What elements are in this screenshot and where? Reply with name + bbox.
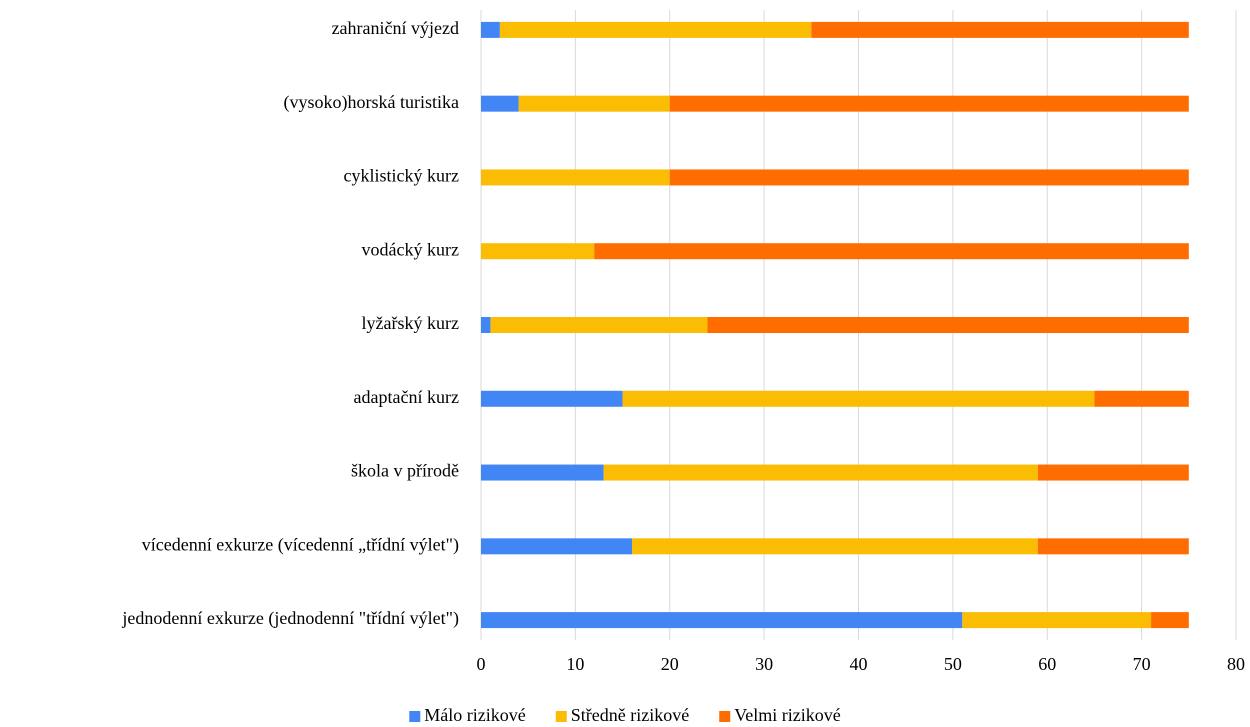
legend-swatch xyxy=(719,711,731,722)
legend-label: Velmi rizikové xyxy=(734,705,840,725)
bar-segment xyxy=(1037,464,1189,481)
bar-segment xyxy=(669,169,1189,186)
bar-segment xyxy=(490,317,708,333)
y-tick-label: vícedenní exkurze (vícedenní „třídní výl… xyxy=(142,534,459,555)
x-tick-label: 40 xyxy=(850,654,868,674)
x-tick-label: 30 xyxy=(755,654,773,674)
y-tick-label: jednodenní exkurze (jednodenní "třídní v… xyxy=(121,608,459,629)
bar-segment xyxy=(622,390,1095,407)
x-tick-label: 70 xyxy=(1133,654,1151,674)
bar-segment xyxy=(594,243,1189,260)
y-tick-label: adaptační kurz xyxy=(354,387,459,407)
bar-segment xyxy=(481,243,595,260)
x-tick-label: 80 xyxy=(1227,654,1245,674)
bar-segment xyxy=(481,169,670,186)
x-tick-label: 10 xyxy=(566,654,584,674)
legend-label: Málo rizikové xyxy=(424,705,525,725)
y-tick-label: lyžařský kurz xyxy=(362,313,459,333)
legend-swatch xyxy=(409,711,421,722)
bar-segment xyxy=(603,464,1038,481)
bar-segment xyxy=(707,317,1189,333)
y-tick-label: (vysoko)horská turistika xyxy=(284,92,459,113)
x-tick-label: 0 xyxy=(477,654,486,674)
x-tick-label: 60 xyxy=(1038,654,1056,674)
bar-segment xyxy=(481,612,963,629)
bar-segment xyxy=(632,538,1038,555)
bar-segment xyxy=(481,95,519,112)
bar-segment xyxy=(811,21,1189,38)
legend-swatch xyxy=(555,711,567,722)
bar-segment xyxy=(962,612,1152,629)
bar-segment xyxy=(481,390,623,407)
legend-label: Středně rizikové xyxy=(571,705,689,725)
bar-segment xyxy=(1037,538,1189,555)
bar-segment xyxy=(1094,390,1189,407)
bar-segment xyxy=(1151,612,1189,629)
y-tick-label: cyklistický kurz xyxy=(344,166,459,186)
bar-segment xyxy=(481,538,632,555)
bar-segment xyxy=(481,317,491,333)
y-tick-label: zahraniční výjezd xyxy=(332,18,459,38)
y-tick-label: vodácký kurz xyxy=(362,239,459,259)
bar-segment xyxy=(669,95,1189,112)
bar-segment xyxy=(481,464,604,481)
bar-segment xyxy=(481,21,500,38)
x-tick-label: 50 xyxy=(944,654,962,674)
x-tick-label: 20 xyxy=(661,654,679,674)
bar-segment xyxy=(499,21,812,38)
bar-segment xyxy=(518,95,670,112)
y-tick-label: škola v přírodě xyxy=(351,461,459,481)
